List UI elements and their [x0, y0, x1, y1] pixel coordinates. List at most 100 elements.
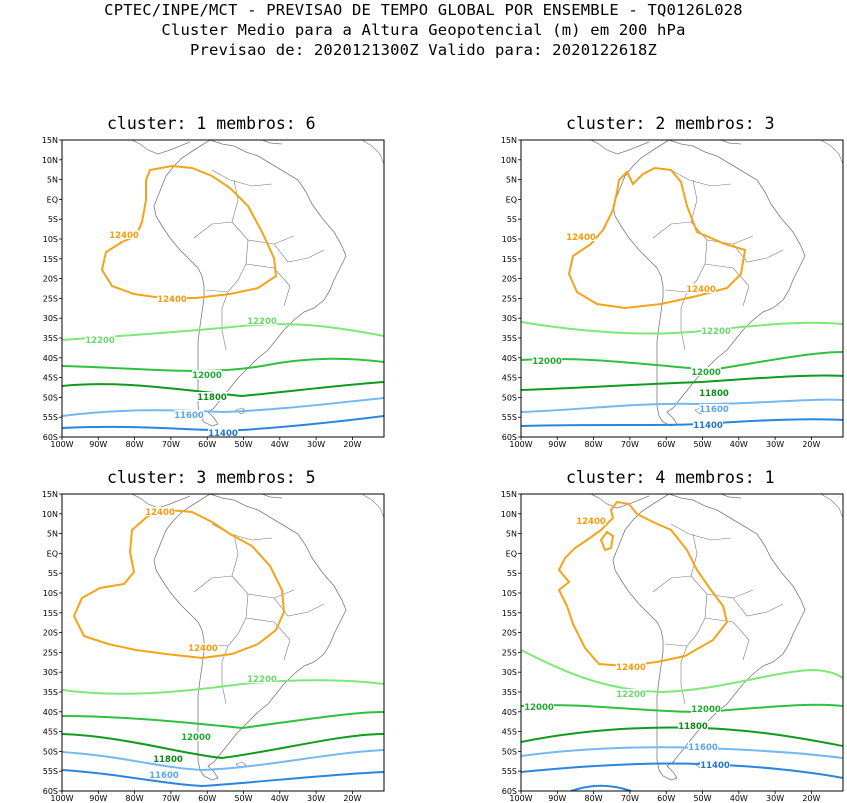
lat-tick-label: EQ: [506, 549, 517, 558]
lat-tick-label: 15S: [502, 255, 517, 264]
lat-tick-label: 5N: [47, 176, 58, 185]
figure-header: CPTEC/INPE/MCT - PREVISAO DE TEMPO GLOBA…: [0, 0, 847, 60]
contour-label-12000: 12000: [532, 357, 562, 367]
lon-tick-label: 50W: [234, 440, 252, 449]
lat-tick-label: 15S: [43, 255, 58, 264]
lon-tick-label: 100W: [50, 794, 73, 803]
contour-label-12200: 12200: [85, 336, 115, 346]
africa-coast: [361, 140, 384, 165]
contour-label-12000: 12000: [524, 703, 554, 713]
lat-tick-label: 15N: [42, 136, 58, 145]
map-panel-1: 12400 12400 12200 12200 12000 11800 11600 11400…: [42, 136, 385, 449]
lon-tick-label: 40W: [271, 440, 289, 449]
lat-tick-label: 50S: [502, 747, 517, 756]
contour-label-11400: 11400: [208, 429, 238, 439]
contour-label-12000: 12000: [181, 733, 211, 743]
contour-11400: [570, 784, 632, 791]
lat-tick-label: 25S: [43, 294, 58, 303]
lat-tick-label: EQ: [506, 195, 517, 204]
panel-1-title: cluster: 1 membros: 6: [107, 114, 316, 133]
map-panel-4: 12400 12400 12200 12000 12000 11800 11600 11400…: [501, 490, 844, 803]
lat-tick-label: 40S: [43, 354, 58, 363]
lat-tick-label: 5S: [48, 215, 58, 224]
contour-label-12400: 12400: [109, 231, 139, 241]
lon-tick-label: 90W: [548, 440, 566, 449]
lat-tick-label: 25S: [502, 294, 517, 303]
lon-tick-label: 100W: [509, 794, 532, 803]
lon-tick-label: 90W: [548, 794, 566, 803]
lon-tick-label: 40W: [730, 440, 748, 449]
map-frame: [520, 139, 844, 438]
lat-tick-label: 10S: [43, 589, 58, 598]
lon-tick-label: 20W: [343, 440, 361, 449]
map-frame: [61, 493, 385, 792]
panel-2-title: cluster: 2 membros: 3: [566, 114, 775, 133]
header-title: CPTEC/INPE/MCT - PREVISAO DE TEMPO GLOBA…: [104, 1, 743, 19]
lat-tick-label: 40S: [502, 708, 517, 717]
contour-12200: [521, 321, 843, 335]
panel-4-title: cluster: 4 membros: 1: [566, 468, 775, 487]
lon-tick-label: 30W: [766, 794, 784, 803]
lat-tick-label: 25S: [502, 648, 517, 657]
contour-label-12400: 12400: [188, 644, 218, 654]
contour-12200: [521, 649, 843, 694]
contour-12400: [72, 508, 286, 660]
contour-label-11600: 11600: [174, 411, 204, 421]
contour-label-11800: 11800: [678, 722, 708, 732]
lat-tick-label: 5S: [507, 215, 517, 224]
lon-tick-label: 70W: [162, 440, 180, 449]
contour-12400: [599, 530, 615, 552]
lat-tick-label: 55S: [502, 767, 517, 776]
contour-label-11800: 11800: [699, 389, 729, 399]
contour-label-11400: 11400: [700, 761, 730, 771]
contour-label-11600: 11600: [699, 405, 729, 415]
panel-3-title: cluster: 3 membros: 5: [107, 468, 316, 487]
lat-tick-label: 15N: [501, 490, 517, 499]
lat-tick-label: 25S: [43, 648, 58, 657]
contour-label-12000: 12000: [192, 371, 222, 381]
contour-11400: [62, 415, 384, 432]
lat-tick-label: 30S: [43, 314, 58, 323]
map-panel-2: 12400 12400 12200 12000 12000 11800 11600 11400…: [501, 136, 844, 449]
lat-tick-label: 5N: [47, 530, 58, 539]
contour-label-12200: 12200: [247, 317, 277, 327]
lat-tick-label: 20S: [43, 275, 58, 284]
africa-coast: [361, 494, 384, 519]
contour-11600: [521, 398, 843, 413]
lat-tick-label: 55S: [502, 413, 517, 422]
lat-tick-label: 35S: [43, 334, 58, 343]
contour-label-12000: 12000: [691, 705, 721, 715]
lat-tick-label: 15N: [501, 136, 517, 145]
lon-tick-label: 60W: [198, 440, 216, 449]
lon-tick-label: 90W: [89, 440, 107, 449]
lon-tick-label: 70W: [621, 440, 639, 449]
contour-11800: [521, 374, 843, 391]
contour-12200: [62, 679, 384, 695]
map-panel-3: 12400 12400 12200 12000 11800 11600 15N 10N 5N EQ…: [42, 490, 385, 803]
contour-label-12400: 12400: [576, 517, 606, 527]
lat-tick-label: 5S: [507, 569, 517, 578]
lon-tick-label: 50W: [234, 794, 252, 803]
lat-tick-label: 10N: [42, 156, 58, 165]
lon-tick-label: 30W: [307, 440, 325, 449]
map-frame: [520, 493, 844, 792]
lon-tick-label: 80W: [126, 440, 144, 449]
lat-tick-label: 10S: [43, 235, 58, 244]
lat-tick-label: 30S: [43, 668, 58, 677]
lat-tick-label: 5N: [506, 176, 517, 185]
lon-tick-label: 60W: [657, 440, 675, 449]
lon-tick-label: 20W: [802, 440, 820, 449]
contour-11600: [521, 746, 843, 759]
contour-12000: [62, 357, 384, 372]
lat-tick-label: 50S: [43, 747, 58, 756]
contour-11400: [62, 769, 384, 788]
lat-tick-label: 15S: [502, 609, 517, 618]
lat-tick-label: 10N: [501, 156, 517, 165]
lat-tick-label: 35S: [43, 688, 58, 697]
lat-tick-label: 45S: [43, 374, 58, 383]
lon-tick-label: 40W: [271, 794, 289, 803]
lat-tick-label: 60S: [502, 787, 517, 796]
contour-label-11400: 11400: [693, 421, 723, 431]
lat-tick-label: 50S: [43, 393, 58, 402]
